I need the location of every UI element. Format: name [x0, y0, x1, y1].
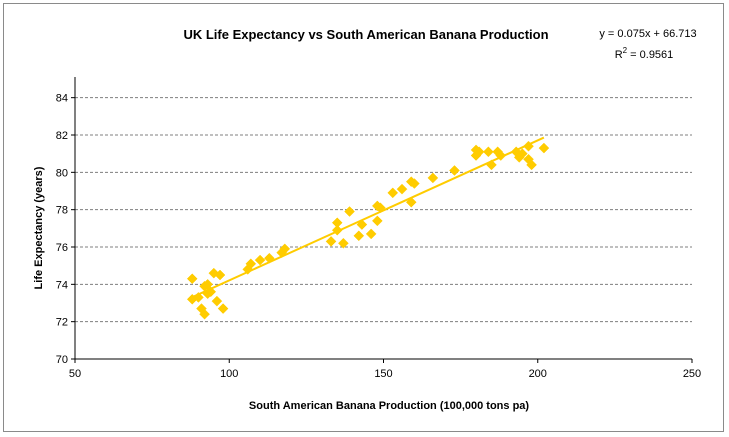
x-tick-label: 200 — [529, 368, 547, 380]
chart-frame: UK Life Expectancy vs South American Ban… — [3, 3, 724, 432]
y-tick-labels: 70 72 74 76 78 80 82 84 — [56, 93, 68, 366]
data-point — [279, 243, 291, 255]
data-point — [186, 273, 198, 285]
data-point — [356, 219, 368, 230]
data-point — [254, 254, 266, 266]
axes — [71, 77, 693, 363]
data-point — [495, 150, 507, 161]
data-point — [205, 286, 217, 298]
data-point — [473, 146, 485, 158]
data-point — [375, 202, 386, 214]
data-point — [214, 269, 226, 281]
gridlines — [75, 97, 692, 323]
data-point — [483, 146, 494, 158]
scatter-chart: UK Life Expectancy vs South American Ban… — [33, 27, 701, 412]
r-squared-value: = 0.9561 — [627, 49, 673, 61]
data-point — [405, 196, 417, 208]
data-point — [365, 228, 377, 240]
y-axis-title: Life Expectancy (years) — [33, 166, 45, 289]
data-point — [245, 258, 257, 270]
r-squared-exponent: 2 — [623, 46, 628, 55]
data-point — [331, 224, 343, 236]
data-point — [427, 172, 439, 184]
data-point — [338, 237, 349, 249]
y-tick-label: 78 — [56, 205, 68, 217]
data-point — [526, 159, 537, 171]
data-point — [538, 142, 550, 154]
data-point — [325, 236, 337, 247]
y-tick-label: 74 — [56, 279, 68, 291]
data-point — [199, 308, 210, 320]
data-point — [217, 303, 229, 314]
y-tick-label: 72 — [56, 317, 68, 329]
x-tick-label: 150 — [374, 368, 392, 380]
data-point — [449, 165, 460, 176]
data-point — [353, 230, 365, 242]
y-tick-label: 80 — [56, 167, 68, 179]
x-axis-title: South American Banana Production (100,00… — [249, 400, 529, 412]
data-point — [193, 292, 204, 303]
y-tick-label: 82 — [56, 130, 68, 142]
y-tick-label: 70 — [56, 354, 68, 366]
data-point — [344, 206, 355, 217]
x-tick-label: 250 — [683, 368, 701, 380]
data-point — [331, 217, 343, 229]
x-tick-labels: 50 100 150 200 250 — [69, 368, 701, 380]
x-tick-label: 100 — [220, 368, 238, 380]
y-tick-label: 84 — [56, 93, 68, 105]
data-points — [186, 140, 550, 320]
r-squared-prefix: R — [615, 49, 623, 61]
y-tick-label: 76 — [56, 242, 68, 254]
data-point — [387, 187, 399, 199]
data-point — [211, 295, 223, 307]
data-point — [516, 148, 528, 160]
r-squared-label: R2 = 0.9561 — [615, 46, 674, 61]
data-point — [396, 183, 408, 195]
data-point — [486, 159, 497, 171]
data-point — [371, 215, 383, 227]
x-tick-label: 50 — [69, 368, 81, 380]
chart-title: UK Life Expectancy vs South American Ban… — [183, 27, 548, 42]
trendline-equation: y = 0.075x + 66.713 — [599, 28, 696, 40]
data-point — [408, 178, 420, 189]
data-point — [523, 140, 534, 152]
data-point — [264, 252, 275, 264]
